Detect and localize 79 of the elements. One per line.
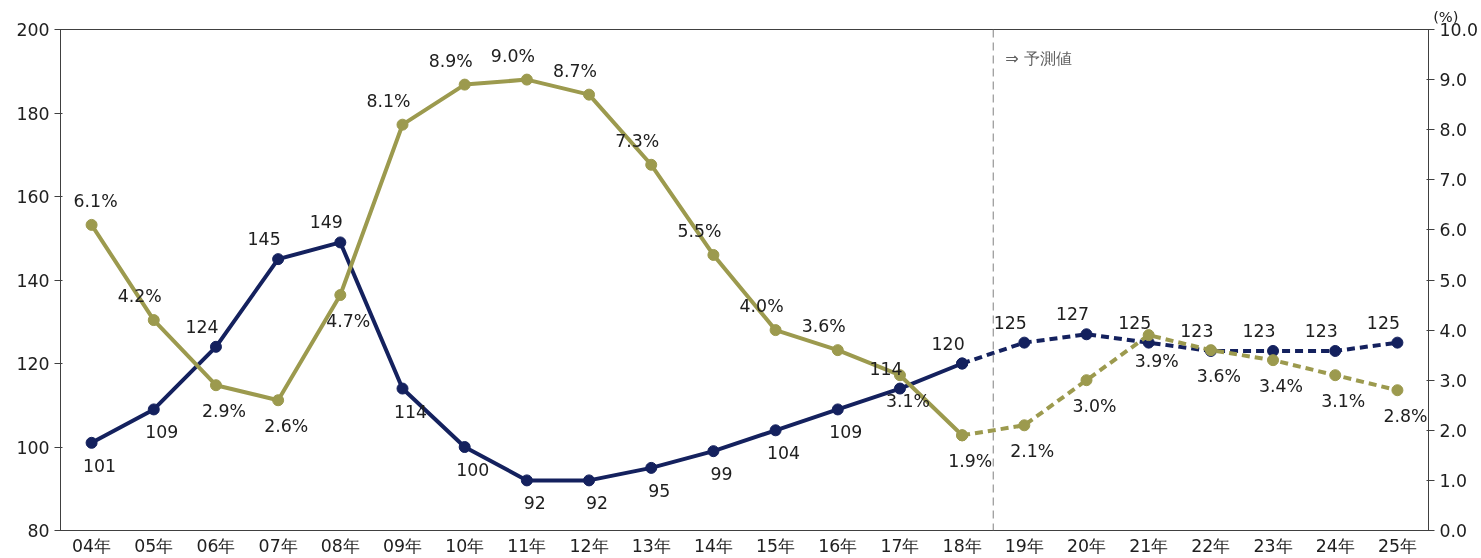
data-label: 109	[145, 422, 179, 443]
data-label: 123	[1304, 320, 1338, 341]
x-tick-label: 21年	[1129, 535, 1169, 556]
y-tick-label: 200	[16, 20, 50, 40]
x-tick-label: 25年	[1377, 535, 1417, 556]
x-tick-label: 04年	[72, 535, 112, 556]
data-label: 123	[1242, 320, 1276, 341]
data-label: 1.9%	[948, 451, 993, 472]
x-tick-label: 09年	[382, 535, 423, 556]
y2-tick-label: 5.0	[1439, 270, 1468, 291]
data-label: 125	[993, 312, 1027, 333]
data-label: 145	[247, 229, 281, 250]
y2-tick-label: 2.0	[1439, 420, 1468, 441]
y-tick-label: 140	[16, 270, 50, 291]
data-label: 125	[1118, 312, 1152, 333]
x-tick-label: 17年	[880, 535, 920, 556]
x-tick-label: 16年	[818, 535, 858, 556]
data-label: 127	[1055, 304, 1090, 325]
y-tick-label: 80	[27, 521, 50, 541]
x-tick-label: 14年	[693, 535, 733, 556]
annotation: ⇒ 予測値	[1005, 48, 1072, 68]
x-tick-label: 10年	[445, 535, 485, 556]
data-label: 149	[309, 212, 343, 233]
x-tick-label: 13年	[631, 535, 671, 556]
data-label: 104	[767, 443, 801, 464]
x-tick-label: 24年	[1315, 535, 1355, 556]
data-label: 99	[710, 464, 733, 485]
data-label: 114	[393, 401, 428, 422]
data-label: 8.7%	[553, 60, 598, 81]
y2-tick-label: 7.0	[1439, 170, 1468, 191]
data-label: 2.9%	[201, 401, 246, 422]
x-tick-label: 08年	[320, 535, 360, 556]
data-label: 100	[456, 460, 490, 480]
data-label: 3.9%	[1134, 351, 1179, 372]
x-tick-label: 05年	[134, 535, 174, 556]
y-tick-label: 100	[16, 437, 50, 458]
data-label: 109	[829, 422, 863, 443]
y2-tick-label: 6.0	[1439, 220, 1468, 241]
data-label: 6.1%	[73, 190, 118, 211]
x-tick-label: 20年	[1066, 535, 1107, 556]
y-tick-label: 120	[16, 354, 50, 374]
data-label: 120	[931, 333, 965, 354]
x-tick-label: 15年	[756, 535, 796, 556]
data-label: 3.1%	[885, 391, 930, 412]
data-label: 101	[83, 455, 117, 476]
x-tick-label: 06年	[196, 535, 236, 556]
data-label: 4.7%	[326, 311, 371, 332]
data-label: 3.6%	[1196, 366, 1241, 387]
data-label: 8.1%	[366, 90, 411, 111]
x-tick-label: 12年	[569, 535, 609, 556]
data-label: 124	[185, 316, 219, 337]
y2-tick-label: 0.0	[1439, 521, 1468, 541]
x-tick-label: 18年	[942, 535, 982, 556]
data-label: 123	[1180, 320, 1214, 341]
data-label: 92	[586, 493, 609, 514]
data-label: 92	[523, 493, 546, 514]
data-label: 2.1%	[1010, 441, 1055, 462]
y-tick-label: 160	[16, 187, 50, 207]
data-label: 3.4%	[1259, 376, 1304, 397]
x-tick-label: 23年	[1253, 535, 1293, 556]
x-tick-label: 22年	[1191, 535, 1231, 556]
y2-tick-label: 1.0	[1439, 470, 1468, 491]
x-tick-label: 19年	[1004, 535, 1044, 556]
x-tick-label: 11年	[507, 535, 547, 556]
y2-tick-label: 9.0	[1439, 70, 1468, 91]
data-label: 3.0%	[1072, 396, 1117, 417]
data-label: 3.6%	[801, 316, 846, 337]
y2-tick-label: 4.0	[1439, 320, 1468, 341]
y2-tick-label: 3.0	[1439, 370, 1468, 391]
data-label: 2.8%	[1383, 406, 1428, 427]
y2-tick-label: 8.0	[1439, 120, 1468, 141]
y-tick-label: 180	[16, 103, 50, 124]
data-label: 9.0%	[490, 45, 535, 66]
data-label: 8.9%	[428, 50, 473, 71]
data-label: 125	[1366, 312, 1400, 333]
data-label: 2.6%	[264, 416, 309, 437]
data-label: 3.1%	[1321, 391, 1366, 412]
data-label: 95	[648, 480, 671, 501]
x-tick-label: 07年	[258, 535, 298, 556]
